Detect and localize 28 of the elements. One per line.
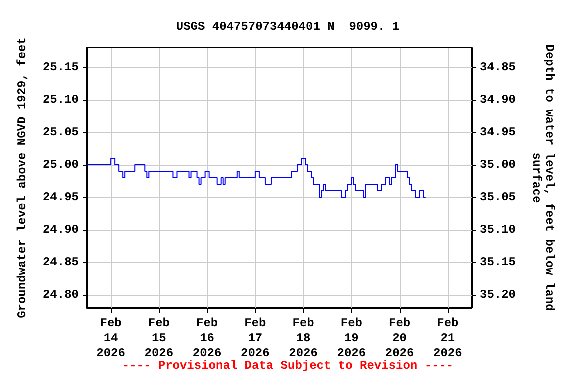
text: ---- Provisional Data Subject to Revision ---- xyxy=(122,359,454,373)
y-axis-title: Groundwater level above NGVD 1929, feet xyxy=(16,38,30,318)
y2-tick-label: 35.00 xyxy=(480,158,516,172)
y-tick-label: 25.15 xyxy=(42,60,79,74)
x-tick-label: Feb 19 2026 xyxy=(337,316,366,360)
y2-tick-label: 34.90 xyxy=(480,93,516,107)
y-tick-label: 24.90 xyxy=(42,223,79,237)
chart-title: USGS 404757073440401 N 9099. 1 xyxy=(176,20,400,34)
y2-tick-label: 35.20 xyxy=(480,288,516,302)
y-tick-label: 25.05 xyxy=(42,126,79,140)
y-tick-label: 25.00 xyxy=(42,158,79,172)
y2-tick-label: 35.10 xyxy=(480,223,516,237)
x-tick-label: Feb 15 2026 xyxy=(144,316,174,360)
y-tick-label: 24.95 xyxy=(42,190,79,204)
x-tick-label: Feb 16 2026 xyxy=(192,316,222,360)
x-tick-label: Feb 18 2026 xyxy=(289,316,318,360)
y2-tick-label: 34.95 xyxy=(480,126,516,140)
y-tick-label: 25.10 xyxy=(42,93,79,107)
x-tick-label: Feb 20 2026 xyxy=(385,316,414,360)
x-tick-label: Feb 21 2026 xyxy=(434,316,462,360)
x-tick-label: Feb 14 2026 xyxy=(96,316,126,360)
y2-tick-label: 35.15 xyxy=(480,256,516,270)
y-tick-label: 24.80 xyxy=(42,288,79,302)
y2-tick-label: 35.05 xyxy=(480,190,516,204)
y2-tick-label: 34.85 xyxy=(480,60,516,74)
y2-axis-title: Depth to water level, feet below land surface xyxy=(530,44,556,312)
y-tick-label: 24.85 xyxy=(42,256,79,270)
x-tick-label: Feb 17 2026 xyxy=(241,316,270,360)
